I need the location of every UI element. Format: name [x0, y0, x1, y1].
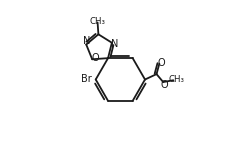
Text: N: N: [111, 39, 118, 49]
Text: O: O: [159, 80, 167, 90]
Text: O: O: [91, 53, 99, 63]
Text: CH₃: CH₃: [89, 17, 105, 26]
Text: O: O: [157, 58, 164, 68]
Text: CH₃: CH₃: [168, 75, 184, 84]
Text: N: N: [82, 36, 89, 46]
Text: Br: Br: [80, 74, 91, 84]
